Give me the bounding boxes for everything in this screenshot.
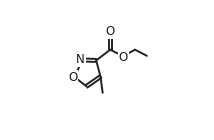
Text: N: N — [76, 53, 85, 66]
Text: O: O — [119, 51, 128, 64]
Text: O: O — [68, 71, 77, 84]
Text: O: O — [106, 25, 115, 38]
